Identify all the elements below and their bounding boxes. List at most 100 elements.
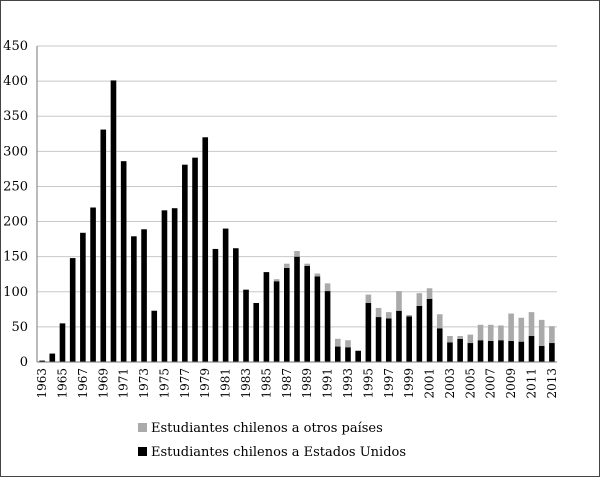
bar-otros-paises-1997 [385,312,392,319]
bar-otros-paises-2013 [549,326,555,344]
y-tick-label: 350 [3,109,28,124]
bar-otros-paises-1986 [273,279,280,282]
bar-otros-paises-1988 [294,251,300,257]
bar-otros-paises-2012 [538,319,545,346]
bar-otros-paises-2006 [477,324,484,341]
bar-estados-unidos-1993 [345,347,351,362]
bar-otros-paises-2005 [467,334,474,344]
x-tick-label: 1997 [382,368,396,399]
bar-otros-paises-1991 [324,283,331,292]
x-tick-label: 2007 [484,368,498,399]
y-tick-label: 450 [3,39,28,54]
bar-otros-paises-2011 [528,312,535,337]
bar-estados-unidos-1989 [304,265,310,362]
bar-estados-unidos-1996 [375,317,382,362]
bar-estados-unidos-1982 [233,248,239,362]
x-tick-label: 1975 [157,368,171,399]
x-tick-label: 2011 [525,368,539,399]
bar-otros-paises-2007 [487,324,494,341]
bar-estados-unidos-1969 [100,129,107,362]
bar-estados-unidos-1992 [334,346,341,362]
bar-estados-unidos-1987 [284,267,290,362]
bar-estados-unidos-1979 [202,137,209,362]
bar-otros-paises-1999 [406,314,412,317]
bar-estados-unidos-1985 [263,272,270,362]
bar-estados-unidos-1964 [49,353,56,362]
bar-estados-unidos-1990 [314,276,321,362]
x-tick-label: 1979 [198,368,212,399]
x-tick-label: 1971 [117,368,131,399]
bar-estados-unidos-1965 [59,323,66,362]
y-tick-label: 100 [3,285,28,300]
bar-estados-unidos-1963 [39,360,45,362]
x-tick-label: 1963 [35,368,49,399]
x-axis-ticks: 1963 1965 1967 1969 1971 1973 1975 1977 1979 1981… [35,368,559,399]
bar-estados-unidos-1971 [120,161,127,362]
x-tick-label: 1985 [259,368,273,399]
bar-estados-unidos-1991 [324,291,331,362]
bar-estados-unidos-1981 [222,228,229,362]
bar-estados-unidos-2012 [538,345,545,362]
legend-label: Estudiantes chilenos a otros países [151,421,383,436]
bar-otros-paises-2004 [457,336,463,339]
bar-estados-unidos-1984 [253,303,260,362]
bar-estados-unidos-2001 [426,298,433,362]
x-tick-label: 2013 [545,368,559,399]
y-tick-label: 250 [3,179,28,194]
bar-otros-paises-2010 [518,317,525,342]
bars [39,80,555,363]
x-tick-label: 1983 [239,368,253,399]
y-tick-label: 400 [3,74,28,89]
x-tick-label: 1973 [137,368,151,399]
bar-otros-paises-1992 [334,338,341,347]
bar-estados-unidos-2009 [508,340,514,362]
bar-estados-unidos-1986 [273,281,280,362]
legend-swatch [138,447,147,456]
bar-otros-paises-1993 [345,340,351,348]
bar-estados-unidos-2005 [467,343,474,362]
bar-otros-paises-2003 [447,336,453,343]
bar-estados-unidos-1972 [131,236,137,362]
x-tick-label: 2005 [463,368,477,399]
bar-otros-paises-2000 [416,293,423,306]
bar-estados-unidos-2010 [518,341,525,362]
bar-estados-unidos-1974 [151,310,158,362]
bar-estados-unidos-1999 [406,316,412,362]
x-tick-label: 1965 [55,368,69,399]
legend-swatch [138,423,147,432]
bar-estados-unidos-2011 [528,336,535,362]
bar-estados-unidos-2006 [477,340,484,362]
y-tick-label: 50 [11,320,28,335]
x-tick-label: 1981 [219,368,233,399]
x-tick-label: 1999 [402,368,416,399]
x-tick-label: 1991 [321,368,335,399]
bar-otros-paises-1998 [396,291,402,311]
bar-estados-unidos-2008 [498,340,504,362]
bar-otros-paises-1996 [375,307,382,318]
bar-estados-unidos-2004 [457,338,463,362]
bar-otros-paises-1987 [284,263,290,268]
bar-otros-paises-2002 [436,314,443,329]
bar-estados-unidos-1967 [80,232,86,362]
bar-estados-unidos-1970 [110,80,117,363]
bar-estados-unidos-1975 [161,210,168,362]
bar-otros-paises-2008 [498,325,504,341]
bar-estados-unidos-2003 [447,342,453,362]
x-tick-label: 1987 [280,368,294,399]
y-tick-label: 200 [3,215,28,230]
bar-otros-paises-2009 [508,313,514,341]
bar-estados-unidos-1998 [396,310,402,362]
x-tick-label: 1995 [361,368,375,399]
bar-otros-paises-2001 [426,288,433,299]
x-tick-label: 1967 [76,368,90,399]
bar-estados-unidos-2013 [549,343,555,362]
bar-estados-unidos-1973 [141,229,147,362]
bar-estados-unidos-1980 [212,248,219,362]
legend-label: Estudiantes chilenos a Estados Unidos [151,445,406,460]
y-tick-label: 300 [3,144,28,159]
bar-estados-unidos-2002 [436,328,443,362]
bar-estados-unidos-2007 [487,340,494,362]
bar-estados-unidos-1976 [171,208,178,362]
